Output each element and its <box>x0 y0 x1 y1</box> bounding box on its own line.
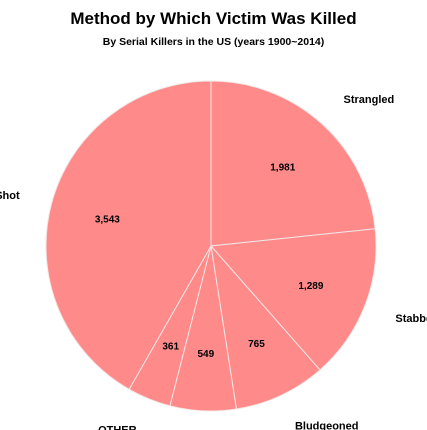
category-label-other: OTHER <box>98 424 137 430</box>
category-label-shot: Shot <box>0 190 20 202</box>
pie-slice-strangled <box>210 80 376 247</box>
pie-slice-shot <box>45 80 212 390</box>
category-label-stabbed: Stabbed <box>395 313 427 325</box>
value-label-bludgeoned: 765 <box>248 339 265 350</box>
value-label-other: 361 <box>162 341 179 352</box>
pie-slice-stabbed <box>209 228 377 371</box>
value-label-poisoned: 549 <box>197 349 214 360</box>
value-label-strangled: 1,981 <box>270 162 295 173</box>
chart-title: Method by Which Victim Was Killed <box>70 9 357 28</box>
pie-slice-bludgeoned <box>210 244 321 410</box>
category-label-strangled: Strangled <box>344 94 395 106</box>
value-label-stabbed: 1,289 <box>298 281 323 292</box>
value-label-shot: 3,543 <box>95 214 120 225</box>
category-label-bludgeoned: Bludgeoned <box>295 420 359 430</box>
chart-subtitle: By Serial Killers in the US (years 1900~… <box>102 36 325 48</box>
